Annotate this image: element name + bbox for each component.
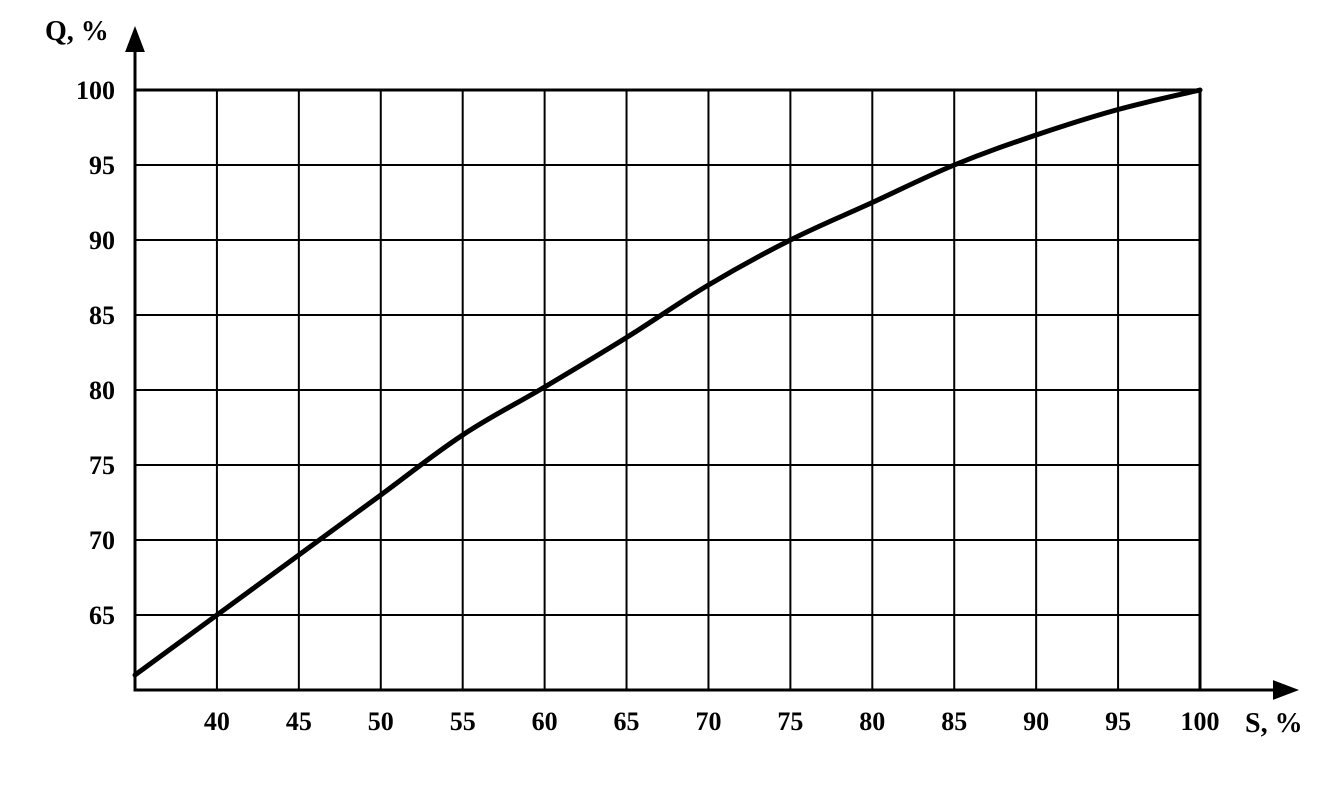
x-tick-label: 75 bbox=[777, 707, 803, 736]
x-tick-label: 70 bbox=[695, 707, 721, 736]
y-tick-label: 85 bbox=[89, 301, 115, 330]
y-tick-label: 90 bbox=[89, 226, 115, 255]
x-tick-label: 100 bbox=[1181, 707, 1220, 736]
x-tick-label: 50 bbox=[368, 707, 394, 736]
x-tick-label: 80 bbox=[859, 707, 885, 736]
x-tick-label: 65 bbox=[614, 707, 640, 736]
y-tick-label: 95 bbox=[89, 151, 115, 180]
x-tick-label: 45 bbox=[286, 707, 312, 736]
x-tick-label: 60 bbox=[532, 707, 558, 736]
x-axis-label: S, % bbox=[1245, 708, 1303, 739]
qs-line-chart: 40 45 50 55 60 65 70 75 80 85 90 95 100 65 70 75 80 85 90 9… bbox=[0, 0, 1335, 795]
y-tick-label: 65 bbox=[89, 601, 115, 630]
y-tick-label: 80 bbox=[89, 376, 115, 405]
y-tick-label: 100 bbox=[76, 76, 115, 105]
y-axis-label: Q, % bbox=[45, 16, 109, 47]
x-tick-label: 95 bbox=[1105, 707, 1131, 736]
x-tick-label: 90 bbox=[1023, 707, 1049, 736]
y-tick-label: 70 bbox=[89, 526, 115, 555]
y-tick-label: 75 bbox=[89, 451, 115, 480]
x-tick-label: 85 bbox=[941, 707, 967, 736]
x-tick-label: 55 bbox=[450, 707, 476, 736]
x-tick-label: 40 bbox=[204, 707, 230, 736]
